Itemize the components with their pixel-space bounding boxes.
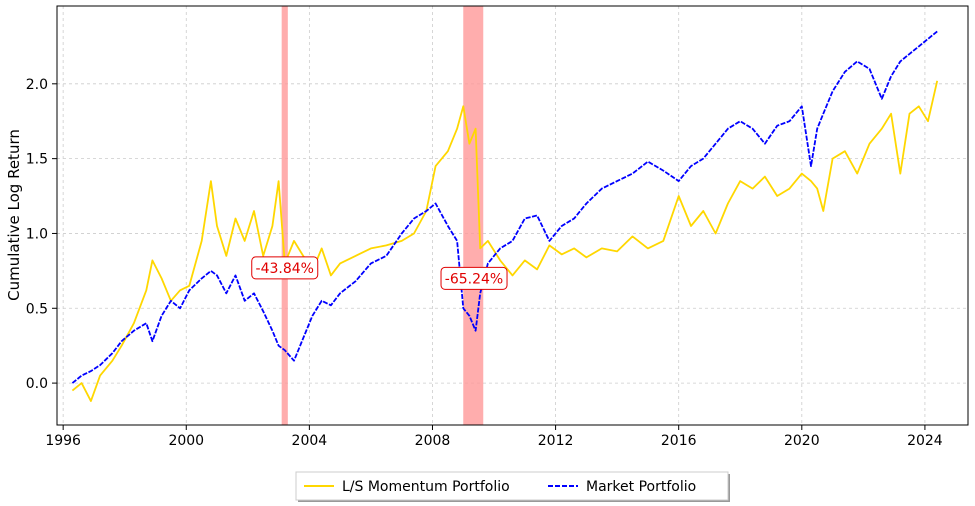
x-tick-label: 2020 bbox=[784, 433, 820, 449]
legend: L/S Momentum Portfolio Market Portfolio bbox=[295, 471, 730, 502]
annotation-text: -65.24% bbox=[445, 271, 503, 287]
x-tick-label: 2024 bbox=[907, 433, 943, 449]
annotation-box bbox=[440, 266, 508, 290]
y-axis-label: Cumulative Log Return bbox=[5, 129, 23, 301]
x-tick-label: 1996 bbox=[45, 433, 81, 449]
y-tick-label: 2.0 bbox=[26, 77, 48, 93]
x-tick-label: 2000 bbox=[168, 433, 204, 449]
drawdown-annotation: -43.84% bbox=[251, 256, 319, 280]
y-axis-ticks: 0.0 0.5 1.0 1.5 2.0 bbox=[26, 77, 57, 392]
drawdown-shaded-region bbox=[463, 6, 484, 425]
legend-label: Market Portfolio bbox=[586, 479, 696, 495]
y-tick-label: 0.5 bbox=[26, 301, 48, 317]
series-line-momentum bbox=[71, 80, 939, 402]
annotation-layer: -43.84% -65.24% bbox=[251, 256, 508, 290]
plot-frame bbox=[56, 5, 969, 426]
annotation-box bbox=[251, 256, 319, 280]
annotation-text: -43.84% bbox=[256, 261, 314, 277]
grid-layer bbox=[57, 6, 968, 425]
x-tick-label: 2008 bbox=[415, 433, 451, 449]
series-layer bbox=[71, 30, 939, 402]
legend-box bbox=[295, 471, 729, 501]
drawdown-annotation: -65.24% bbox=[440, 266, 508, 290]
y-tick-label: 1.5 bbox=[26, 152, 48, 168]
legend-label: L/S Momentum Portfolio bbox=[342, 479, 510, 495]
x-tick-label: 2012 bbox=[538, 433, 574, 449]
x-tick-label: 2004 bbox=[292, 433, 328, 449]
x-axis-ticks: 1996 2000 2004 2008 2012 2016 2020 2024 bbox=[45, 425, 943, 449]
y-tick-label: 0.0 bbox=[26, 376, 48, 392]
y-tick-label: 1.0 bbox=[26, 226, 48, 242]
x-tick-label: 2016 bbox=[661, 433, 697, 449]
series-line-market bbox=[71, 30, 938, 384]
shaded-regions bbox=[281, 6, 484, 425]
drawdown-shaded-region bbox=[281, 6, 288, 425]
